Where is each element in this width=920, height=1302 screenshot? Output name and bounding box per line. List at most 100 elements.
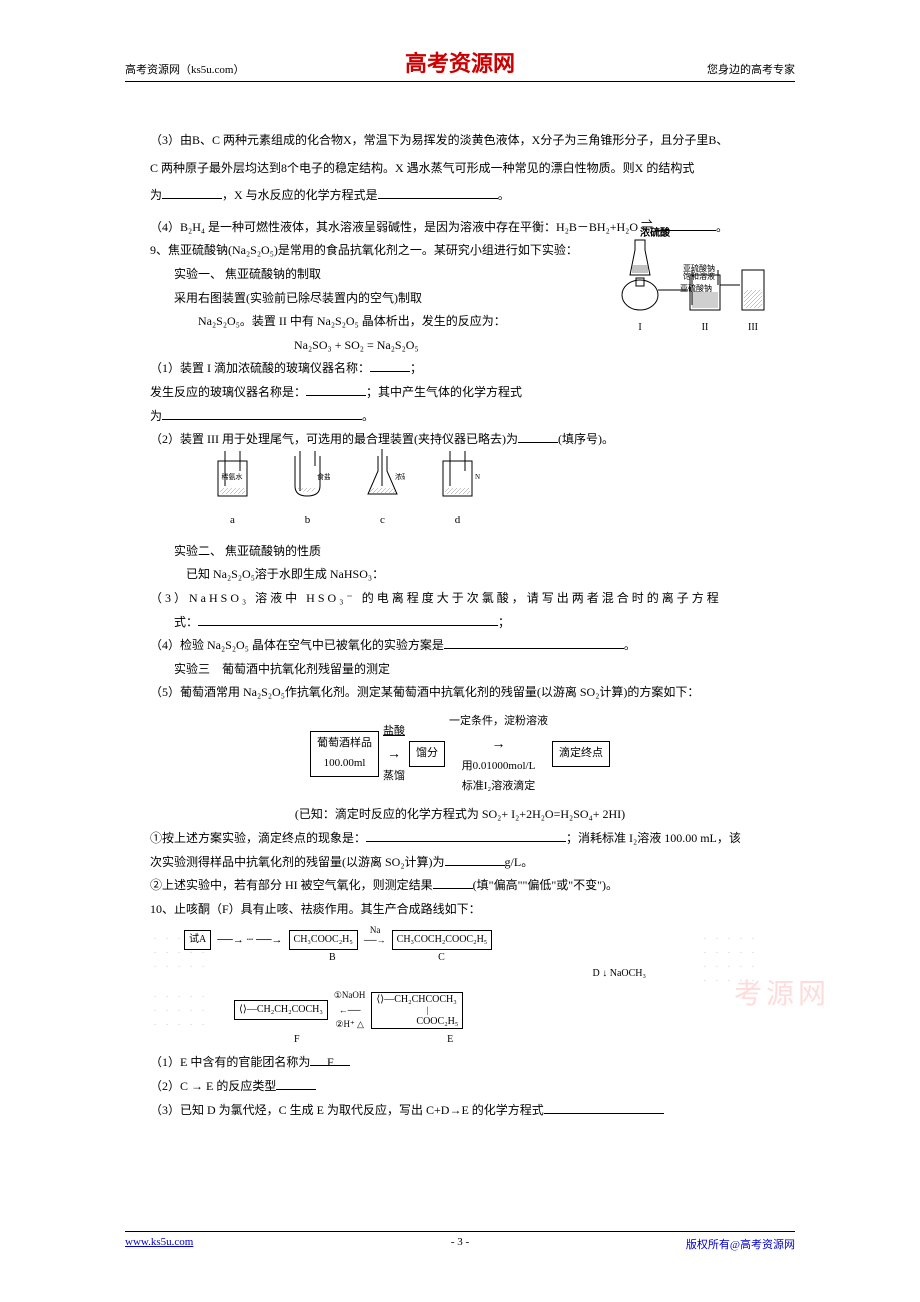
reagD: NaOCH₃ xyxy=(610,968,646,979)
svg-text:III: III xyxy=(748,322,758,333)
q10-3: （3）已知 D 为氯代烃，C 生成 E 为取代反应，写出 C+D→E 的化学方程… xyxy=(150,1100,770,1122)
blank-q94 xyxy=(444,635,624,649)
blank-q91a xyxy=(370,358,410,372)
q9-5-2: ②上述实验中，若有部分 HI 被空气氧化，则测定结果 (填"偏高""偏低"或"不变… xyxy=(150,875,770,897)
blank-q952 xyxy=(433,875,473,889)
q3-l3-suffix: 。 xyxy=(498,188,510,202)
apparatus-diagram: I II III 浓硫酸 亚硫酸钠 饱和溶液 亚硫酸钠 xyxy=(620,230,770,350)
q10-3a: （3）已知 D 为氯代烃，C 生成 E 为取代反应，写出 C+D→E 的化学方程… xyxy=(150,1103,544,1117)
q9-1d-line: 为。 xyxy=(150,406,770,428)
bottle-a: 稀氨水 a xyxy=(210,446,255,530)
label-acid: 浓硫酸 xyxy=(640,225,670,243)
step2: ②H⁺ △ xyxy=(334,1017,366,1031)
lblC: C xyxy=(438,952,445,963)
q9-5-1d: g/L。 xyxy=(505,855,534,869)
bottle-d-letter: d xyxy=(435,511,480,531)
syn-arr-na: Na──→ xyxy=(364,933,386,947)
footer-page-number: - 3 - xyxy=(451,1236,469,1248)
q10-1b-F: F xyxy=(327,1055,334,1069)
q9-5-2b: (填"偏高""偏低"或"不变")。 xyxy=(473,878,618,892)
fa2-bot: 标准I₂溶液滴定 xyxy=(449,777,548,797)
q9-5-1c-line: 次实验测得样品中抗氧化剂的残留量(以游离 SO₂计算)为 g/L。 xyxy=(150,852,770,874)
q9-5-1a-line: ①按上述方案实验，滴定终点的现象是：；消耗标准 I₂溶液 100.00 mL，该 xyxy=(150,828,770,850)
fb1-l2: 100.00ml xyxy=(317,754,372,774)
q10-2: （2）C → E 的反应类型 xyxy=(150,1076,770,1098)
lblB: B xyxy=(329,952,336,963)
q10-1: （1）E 中含有的官能团名称为F xyxy=(150,1052,770,1074)
q9-1a: （1）装置 I 滴加浓硫酸的玻璃仪器名称： xyxy=(150,361,370,375)
e2: COOC₂H₅ xyxy=(416,1016,458,1027)
na-label: Na xyxy=(370,923,381,937)
exp2-note: 已知 Na₂S₂O₅溶于水即生成 NaHSO₃： xyxy=(150,564,770,586)
q3-line1: （3）由B、C 两种元素组成的化合物X，常温下为易挥发的淡黄色液体，X分子为三角… xyxy=(150,130,770,152)
blank-q91b xyxy=(306,382,366,396)
blank-q103 xyxy=(544,1100,664,1114)
bottle-c: 浓硫酸 c xyxy=(360,446,405,530)
q9-4b: 。 xyxy=(624,638,636,652)
ring-F: ⟨⟩ xyxy=(239,1004,247,1015)
syn-A: 试A xyxy=(184,930,211,950)
bottle-c-letter: c xyxy=(360,511,405,531)
bottle-b-letter: b xyxy=(285,511,330,531)
q9-5-2a: ②上述实验中，若有部分 HI 被空气氧化，则测定结果 xyxy=(150,878,433,892)
flow-diagram: 葡萄酒样品 100.00ml 盐酸 → 蒸馏 馏分 一定条件，淀粉溶液 → 用0… xyxy=(150,712,770,797)
q10-2a: （2）C → E 的反应类型 xyxy=(150,1079,276,1093)
q9-1c: ；其中产生气体的化学方程式 xyxy=(366,385,522,399)
lblD: D xyxy=(593,968,600,979)
q9-4: （4）检验 Na₂S₂O₅ 晶体在空气中已被氧化的实验方案是 。 xyxy=(150,635,770,657)
svg-text:I: I xyxy=(638,322,641,333)
flow-box2: 馏分 xyxy=(409,741,445,767)
q4-prefix: （4）B₂H₄ 是一种可燃性液体，其水溶液呈弱碱性，是因为溶液中存在平衡：H₂B… xyxy=(150,220,638,234)
fa1-bot: 蒸馏 xyxy=(383,767,405,787)
q3-line2: C 两种原子最外层均达到8个电子的稳定结构。X 遇水蒸气可形成一种常见的漂白性物… xyxy=(150,158,770,180)
fa1-top: 盐酸 xyxy=(383,722,405,742)
lblF: F xyxy=(294,1034,300,1045)
footer-url: www.ks5u.com xyxy=(125,1236,193,1252)
q9-4a: （4）检验 Na₂S₂O₅ 晶体在空气中已被氧化的实验方案是 xyxy=(150,638,444,652)
q9-3b: 式： xyxy=(174,615,198,629)
fa2-mid: 用0.01000mol/L xyxy=(449,757,548,777)
q3-l3-mid: ，X 与水反应的化学方程式是 xyxy=(222,188,378,202)
e1: —CH₂CHCOCH₃ xyxy=(384,994,457,1005)
footer-copyright: 版权所有@高考资源网 xyxy=(686,1236,795,1252)
bottle-b: 食盐水 b xyxy=(285,446,330,530)
q9-1b-line: 发生反应的玻璃仪器名称是：；其中产生气体的化学方程式 xyxy=(150,382,770,404)
bottle-d: NaOH溶液 d xyxy=(435,446,480,530)
q9-1e: 。 xyxy=(362,409,374,423)
svg-text:浓硫酸: 浓硫酸 xyxy=(395,472,405,481)
blank-q951c xyxy=(445,852,505,866)
synthesis-diagram: ﹒﹒﹒﹒﹒﹒﹒﹒﹒﹒﹒﹒﹒﹒﹒ ﹒﹒﹒﹒﹒﹒﹒﹒﹒﹒﹒﹒﹒﹒﹒﹒﹒﹒﹒﹒ ﹒﹒﹒… xyxy=(150,926,770,1046)
lblE: E xyxy=(447,1034,453,1045)
arrow2-icon: → xyxy=(449,732,548,757)
flow-arr2: 一定条件，淀粉溶液 → 用0.01000mol/L 标准I₂溶液滴定 xyxy=(449,712,548,797)
syn-C: CH₃COCH₂COOC₂H₅ xyxy=(392,930,493,950)
syn-arr-back: ①NaOH ←── ②H⁺ △ xyxy=(334,988,366,1031)
syn-F: ⟨⟩—CH₂CH₂COCH₃ xyxy=(234,1000,328,1020)
main-content: （3）由B、C 两种元素组成的化合物X，常温下为易挥发的淡黄色液体，X分子为三角… xyxy=(150,130,770,1123)
syn-E: ⟨⟩—CH₂CHCOCH₃ | COOC₂H₅ xyxy=(371,992,463,1029)
blank-q951a xyxy=(366,828,566,842)
page-footer: www.ks5u.com - 3 - 版权所有@高考资源网 xyxy=(125,1231,795,1252)
blank-q3b xyxy=(378,185,498,199)
header-left-text: 高考资源网（ks5u.com） xyxy=(125,61,244,77)
q3-l3-prefix: 为 xyxy=(150,188,162,202)
q9-5-1a: ①按上述方案实验，滴定终点的现象是： xyxy=(150,831,366,845)
q9-5-1c: 次实验测得样品中抗氧化剂的残留量(以游离 SO₂计算)为 xyxy=(150,855,445,869)
fb1-l1: 葡萄酒样品 xyxy=(317,734,372,754)
label-sulfite: 亚硫酸钠 xyxy=(680,282,712,296)
f-formula: —CH₂CH₂COCH₃ xyxy=(247,1004,323,1015)
syn-arr1: ──→ ┄ ──→ xyxy=(217,932,282,950)
bottle-a-letter: a xyxy=(210,511,255,531)
blank-q93 xyxy=(198,612,498,626)
flow-arr1: 盐酸 → 蒸馏 xyxy=(383,722,405,787)
exp2-title: 实验二、 焦亚硫酸钠的性质 xyxy=(150,541,770,563)
header-right-text: 您身边的高考专家 xyxy=(707,61,795,77)
q9-3b-line: 式：； xyxy=(150,612,770,634)
step1: ①NaOH xyxy=(334,988,366,1002)
q9-3a: （3）NaHSO₃ 溶液中 HSO₃⁻ 的电离程度大于次氯酸，请写出两者混合时的… xyxy=(150,588,770,610)
blank-q3a xyxy=(162,185,222,199)
svg-text:NaOH溶液: NaOH溶液 xyxy=(475,472,480,481)
blank-q92 xyxy=(518,429,558,443)
q9-1d: 为 xyxy=(150,409,162,423)
fa2-top: 一定条件，淀粉溶液 xyxy=(449,712,548,732)
